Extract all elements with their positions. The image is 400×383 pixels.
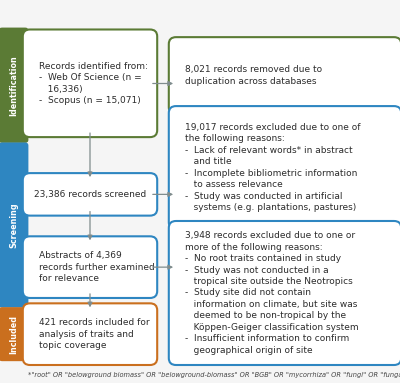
- FancyBboxPatch shape: [23, 29, 157, 137]
- Text: 3,948 records excluded due to one or
more of the following reasons:
-  No root t: 3,948 records excluded due to one or mor…: [185, 231, 359, 355]
- FancyBboxPatch shape: [23, 173, 157, 216]
- Text: 19,017 records excluded due to one of
the following reasons:
-  Lack of relevant: 19,017 records excluded due to one of th…: [185, 123, 361, 212]
- FancyBboxPatch shape: [169, 221, 400, 365]
- FancyBboxPatch shape: [169, 37, 400, 114]
- Text: 421 records included for
analysis of traits and
topic coverage: 421 records included for analysis of tra…: [39, 318, 150, 350]
- FancyBboxPatch shape: [23, 303, 157, 365]
- Text: Records identified from:
-  Web Of Science (n =
   16,336)
-  Scopus (n = 15,071: Records identified from: - Web Of Scienc…: [39, 62, 148, 105]
- Text: 23,386 records screened: 23,386 records screened: [34, 190, 146, 199]
- FancyBboxPatch shape: [23, 236, 157, 298]
- Text: Abstracts of 4,369
records further examined
for relevance: Abstracts of 4,369 records further exami…: [39, 251, 155, 283]
- Text: Screening: Screening: [9, 202, 18, 248]
- Text: 8,021 records removed due to
duplication across databases: 8,021 records removed due to duplication…: [185, 65, 322, 86]
- FancyBboxPatch shape: [0, 28, 28, 143]
- Text: Included: Included: [9, 315, 18, 354]
- FancyBboxPatch shape: [0, 142, 28, 308]
- FancyBboxPatch shape: [0, 307, 28, 361]
- Text: *"root" OR "belowground biomass" OR "belowground-biomass" OR "BGB" OR "mycorrhiz: *"root" OR "belowground biomass" OR "bel…: [28, 372, 400, 378]
- FancyBboxPatch shape: [169, 106, 400, 229]
- Text: Identification: Identification: [9, 55, 18, 116]
